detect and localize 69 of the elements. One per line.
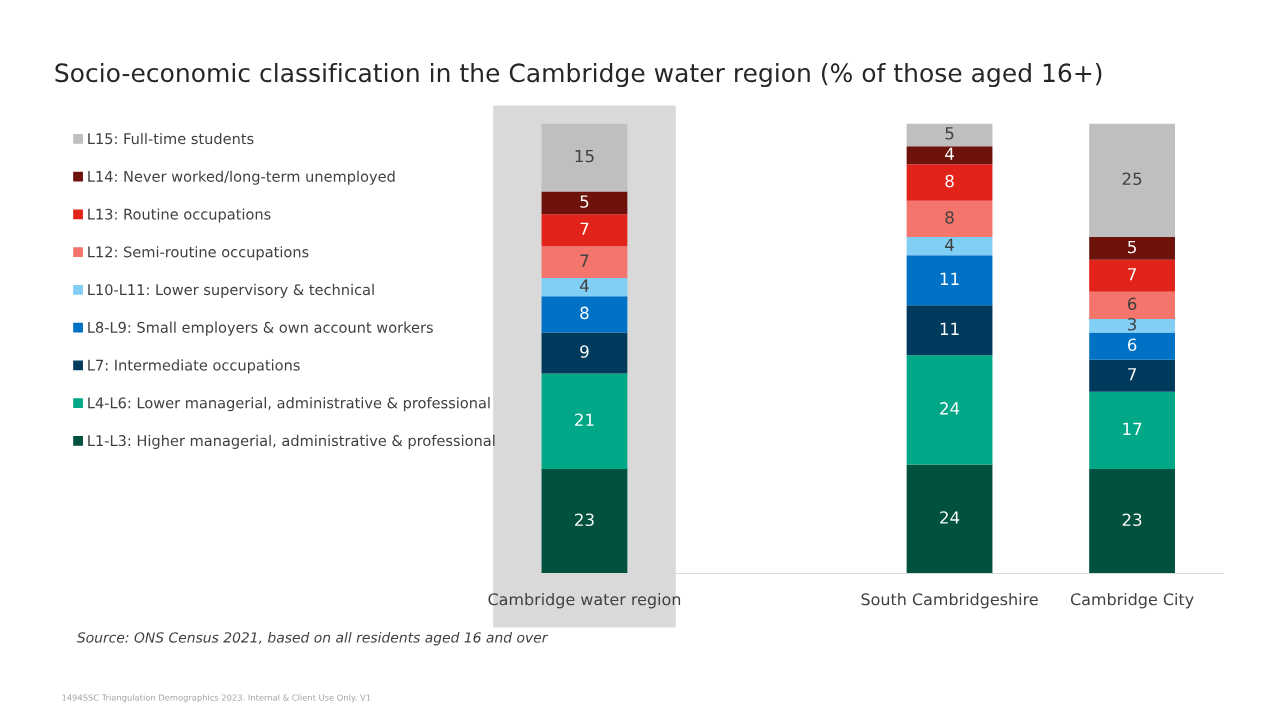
data-label: 23 [575,513,594,527]
legend-label: L10-L11: Lower supervisory & technical [88,283,374,298]
legend-label: L4-L6: Lower managerial, administrative & professional [88,397,490,412]
bar [906,123,993,147]
data-label: 11 [940,322,959,335]
data-label: 17 [1123,422,1142,435]
chart-title: Socio-economic classification in the Cambridge water region (% of those aged 16+) [55,62,1102,88]
data-label: 11 [940,272,959,285]
x-tick-label: Cambridge water region [488,592,681,609]
bar [541,214,628,247]
bar [906,164,993,201]
bar [906,200,993,238]
bar [1089,391,1175,469]
data-label: 24 [940,402,960,415]
legend-label: L15: Full-time students [88,132,254,145]
text: 1494SSC Triangulation Demographics 2023. Internal & Client Use Only. V1 [62,694,371,703]
data-label: 7 [580,254,589,267]
bar [1089,123,1175,238]
legend-label: L14: Never worked/long-term unemployed [88,170,395,185]
bar [1089,359,1175,392]
data-label: 8 [945,174,954,188]
bar [541,332,628,374]
bar [1089,318,1175,333]
bar [541,191,628,215]
data-label: 7 [1128,268,1136,281]
data-label: 25 [1122,172,1142,186]
legend-label: L13: Routine occupations [88,208,271,223]
data-label: 5 [580,195,589,208]
data-label: 24 [940,511,960,524]
legend-label: L1-L3: Higher managerial, administrative & professional [88,434,495,449]
bar [541,278,628,297]
data-label: 21 [575,413,594,426]
bar [1089,259,1175,292]
source-note: Source: ONS Census 2021, based on all residents aged 16 and over [76,631,549,646]
legend-label: L12: Semi-routine occupations [88,246,309,261]
data-label: 23 [1122,513,1142,527]
bar [541,296,628,333]
data-label: 7 [1128,368,1136,381]
data-label: 4 [945,147,954,160]
bar [541,123,628,192]
bar [906,305,993,356]
x-tick-label: Cambridge City [1070,592,1194,609]
bar [541,246,628,279]
x-tick-label: South Cambridgeshire [861,592,1038,609]
legend-label: L8-L9: Small employers & own account workers [88,321,433,336]
bar [1089,468,1175,574]
data-label: 5 [945,127,954,140]
data-label: 3 [1128,317,1137,331]
data-label: 4 [945,238,954,251]
bar [1089,237,1175,260]
data-label: 8 [945,211,954,224]
bar [1089,291,1175,319]
data-label: 4 [579,279,589,292]
data-label: 9 [580,345,589,358]
data-label: 7 [580,222,589,235]
data-label: 6 [1127,338,1137,352]
data-label: 6 [1127,297,1137,311]
bar [906,464,993,574]
data-label: 15 [575,149,594,163]
data-label: 8 [580,306,589,320]
bar [906,355,993,465]
data-label: 5 [1128,240,1136,254]
legend-label: L7: Intermediate occupations [88,359,300,374]
bar [906,146,993,165]
bar [1089,332,1175,360]
bar [906,255,993,306]
bar [906,237,993,256]
bar [541,468,628,574]
bar [541,373,628,469]
